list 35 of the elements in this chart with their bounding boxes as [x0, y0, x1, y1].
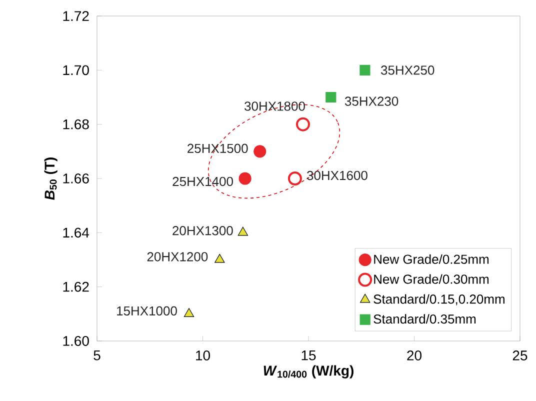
annotation: 20HX1300 [172, 226, 233, 236]
x-tick-label: 25 [512, 350, 528, 360]
point [184, 308, 194, 317]
annotation: 35HX250 [381, 66, 434, 75]
x-tick-label: 20 [407, 350, 422, 360]
annotation: 25HX1400 [172, 176, 234, 186]
y-tick-label: 1.68 [63, 119, 89, 130]
x-tick-label: 15 [302, 350, 316, 360]
annotation: 25HX1500 [188, 144, 248, 154]
annotation: 15HX1000 [117, 306, 177, 316]
legend-label: New Grade/0.25mm [374, 254, 489, 264]
y-tick-label: 1.66 [63, 174, 89, 184]
legend-label: Standard/0.35mm [374, 314, 476, 324]
point [238, 172, 252, 185]
annotation: 30HX1600 [307, 170, 368, 180]
legend-label: Standard/0.15,0.20mm [374, 294, 504, 306]
point [288, 171, 302, 186]
y-tick-label: 1.72 [63, 11, 89, 21]
x-axis-title: W$_{10/400}$ (W/kg) [264, 365, 354, 378]
legend-label: New Grade/0.30mm [374, 274, 489, 284]
point [326, 92, 336, 103]
annotation: 35HX230 [344, 96, 398, 106]
point [214, 254, 225, 263]
point [296, 117, 310, 132]
point [254, 145, 266, 158]
annotation: 20HX1200 [147, 252, 208, 262]
x-tick-label: 10 [196, 350, 210, 360]
x-tick-label: 5 [94, 350, 100, 360]
y-tick-label: 1.64 [63, 228, 90, 238]
point [360, 64, 370, 76]
y-axis-title: B$_{50}$ (T) [44, 158, 58, 200]
point [238, 226, 248, 236]
y-tick-label: 1.70 [63, 65, 89, 76]
y-tick-label: 1.60 [63, 336, 89, 346]
y-tick-label: 1.62 [63, 282, 89, 292]
